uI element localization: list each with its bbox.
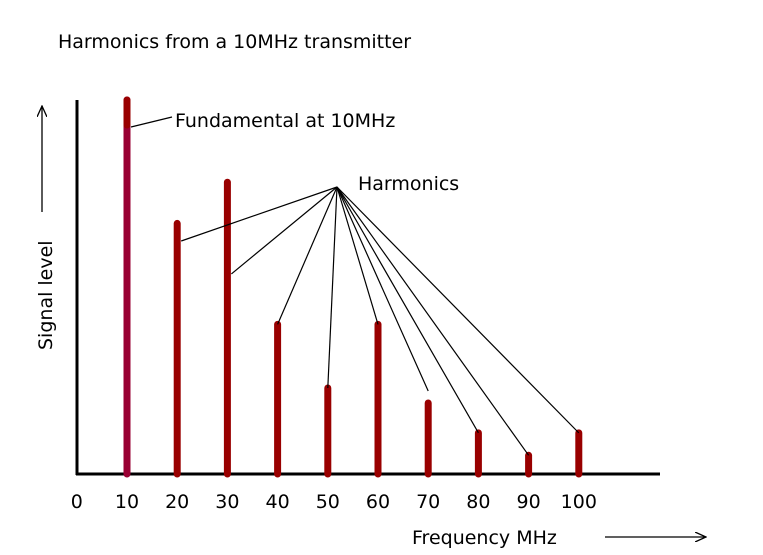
harmonic-leader-line-30	[231, 186, 338, 275]
x-tick-label: 100	[561, 491, 597, 513]
harmonic-leader-line-20	[181, 186, 338, 242]
x-tick-label: 60	[366, 491, 390, 513]
harmonic-leader-line-80	[336, 186, 479, 434]
x-tick-label: 20	[165, 491, 189, 513]
chart-title: Harmonics from a 10MHz transmitter	[58, 31, 411, 53]
harmonics-annotation: Harmonics	[358, 173, 459, 195]
x-tick-label: 40	[266, 491, 290, 513]
x-tick-label: 0	[71, 491, 83, 513]
harmonic-leader-line-70	[336, 186, 429, 392]
x-tick-label: 50	[316, 491, 340, 513]
x-tick-label: 30	[215, 491, 239, 513]
fundamental-leader-line	[130, 116, 173, 128]
harmonic-leader-line-40	[277, 186, 338, 325]
fundamental-annotation: Fundamental at 10MHz	[175, 110, 395, 132]
x-axis-label: Frequency MHz	[412, 527, 557, 549]
harmonic-leader-line-90	[336, 186, 530, 456]
y-axis-label: Signal level	[35, 240, 57, 350]
x-tick-label: 90	[517, 491, 541, 513]
harmonic-leader-line-100	[336, 186, 580, 434]
x-tick-label: 80	[466, 491, 490, 513]
harmonic-leader-line-50	[327, 186, 338, 389]
x-tick-label: 10	[115, 491, 139, 513]
x-tick-label: 70	[416, 491, 440, 513]
harmonic-leader-line-60	[336, 186, 379, 325]
